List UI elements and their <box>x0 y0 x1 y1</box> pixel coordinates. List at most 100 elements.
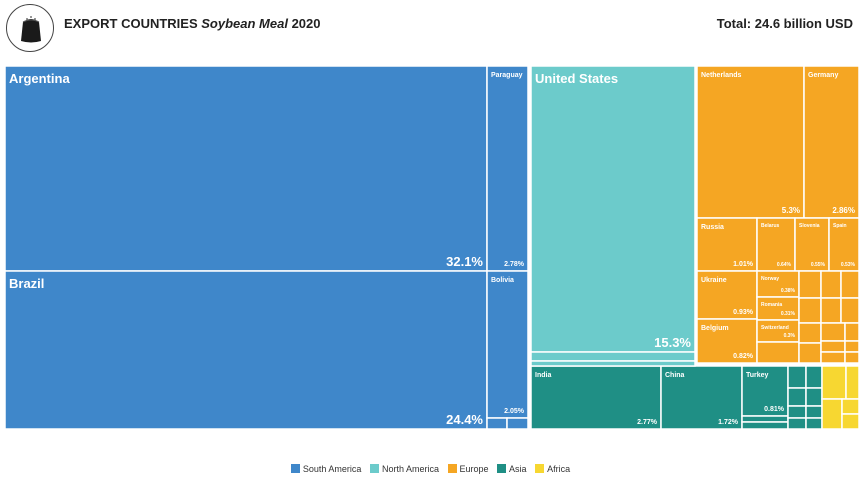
tile-brazil[interactable] <box>4 270 488 430</box>
tile-label-romania: Romania <box>761 302 782 308</box>
tile-small-europe[interactable] <box>798 270 822 299</box>
tile-germany[interactable] <box>803 65 860 219</box>
tile-small-asia[interactable] <box>741 415 789 423</box>
tile-value-slovenia: 0.55% <box>811 262 826 268</box>
title-prefix: EXPORT COUNTRIES <box>64 16 198 31</box>
legend-swatch <box>497 464 507 473</box>
tile-small-europe[interactable] <box>844 322 860 342</box>
legend-swatch <box>290 464 300 473</box>
legend-label: South America <box>302 464 362 474</box>
tile-label-switzerland: Switzerland <box>761 325 789 331</box>
legend-item[interactable]: South America <box>290 464 362 474</box>
legend-label: North America <box>381 464 439 474</box>
tile-small-europe[interactable] <box>798 322 822 344</box>
tile-small-europe[interactable] <box>820 351 846 364</box>
tile-small-europe[interactable] <box>820 322 846 342</box>
tile-label-belarus: Belarus <box>761 223 780 229</box>
tile-value-argentina: 32.1% <box>446 254 483 269</box>
legend-item[interactable]: North America <box>369 464 439 474</box>
tile-small-north-america[interactable] <box>530 360 696 367</box>
tile-value-belarus: 0.64% <box>777 262 792 268</box>
tile-label-norway: Norway <box>761 276 779 282</box>
tile-small-europe[interactable] <box>756 341 800 364</box>
tile-small-europe[interactable] <box>844 340 860 353</box>
chart-title: EXPORT COUNTRIES Soybean Meal 2020 <box>64 16 321 31</box>
tile-slovenia[interactable] <box>794 217 830 272</box>
tile-united-states[interactable] <box>530 65 696 353</box>
tile-belgium[interactable] <box>696 318 758 364</box>
tile-small-asia[interactable] <box>805 405 823 419</box>
tile-small-europe[interactable] <box>798 342 822 364</box>
tile-spain[interactable] <box>828 217 860 272</box>
legend-label: Africa <box>547 464 571 474</box>
tile-label-germany: Germany <box>808 72 838 79</box>
tile-value-ukraine: 0.93% <box>733 309 754 316</box>
tile-small-europe[interactable] <box>844 351 860 364</box>
tile-label-bolivia: Bolivia <box>491 277 514 284</box>
tile-small-europe[interactable] <box>798 297 822 324</box>
tile-label-ukraine: Ukraine <box>701 277 727 284</box>
legend-item[interactable]: Europe <box>447 464 489 474</box>
tile-small-europe[interactable] <box>840 297 860 324</box>
tile-small-south-america[interactable] <box>506 417 529 430</box>
tile-label-netherlands: Netherlands <box>701 72 742 79</box>
tile-label-brazil: Brazil <box>9 276 44 291</box>
tile-small-south-america[interactable] <box>486 417 508 430</box>
tile-value-norway: 0.38% <box>781 288 796 294</box>
tile-label-spain: Spain <box>833 223 847 229</box>
tile-small-asia[interactable] <box>787 417 807 430</box>
tile-small-europe[interactable] <box>840 270 860 299</box>
legend-item[interactable]: Africa <box>535 464 570 474</box>
title-year: 2020 <box>291 16 321 31</box>
tile-small-asia[interactable] <box>741 421 789 430</box>
legend-label: Europe <box>459 464 489 474</box>
legend: South America North America Europe Asia … <box>0 464 861 474</box>
treemap-chart: Argentina 32.1% Brazil 24.4% Paraguay 2.78% Bo… <box>4 65 860 430</box>
tile-value-china: 1.72% <box>718 419 739 426</box>
tile-label-china: China <box>665 372 685 379</box>
tile-small-asia[interactable] <box>805 365 823 389</box>
tile-small-asia[interactable] <box>805 387 823 407</box>
tile-small-africa[interactable] <box>821 398 843 430</box>
legend-swatch <box>535 464 545 473</box>
tile-argentina[interactable] <box>4 65 488 272</box>
tile-small-africa[interactable] <box>841 398 860 415</box>
tile-paraguay[interactable] <box>486 65 529 272</box>
tile-small-africa[interactable] <box>841 413 860 430</box>
tile-small-asia[interactable] <box>787 387 807 407</box>
tile-china[interactable] <box>660 365 743 430</box>
tile-small-africa[interactable] <box>821 365 847 400</box>
tile-value-paraguay: 2.78% <box>504 261 525 268</box>
tile-value-united-states: 15.3% <box>654 335 691 350</box>
tile-value-germany: 2.86% <box>832 206 855 215</box>
tile-bolivia[interactable] <box>486 270 529 419</box>
tile-netherlands[interactable] <box>696 65 805 219</box>
tile-value-brazil: 24.4% <box>446 412 483 427</box>
tile-small-asia[interactable] <box>805 417 823 430</box>
soybean-meal-bag-icon <box>6 4 54 52</box>
tile-value-belgium: 0.82% <box>733 353 754 360</box>
tile-small-europe[interactable] <box>820 340 846 353</box>
tile-small-asia[interactable] <box>787 405 807 419</box>
tile-ukraine[interactable] <box>696 270 758 320</box>
tile-label-argentina: Argentina <box>9 71 70 86</box>
tile-value-turkey: 0.81% <box>764 406 785 413</box>
tile-value-romania: 0.31% <box>781 311 796 317</box>
tile-value-switzerland: 0.3% <box>784 333 796 339</box>
tile-small-asia[interactable] <box>787 365 807 389</box>
tile-small-europe[interactable] <box>820 297 842 324</box>
tile-india[interactable] <box>530 365 662 430</box>
tile-value-india: 2.77% <box>637 419 658 426</box>
tile-label-paraguay: Paraguay <box>491 72 523 79</box>
tile-small-europe[interactable] <box>820 270 842 299</box>
legend-swatch <box>447 464 457 473</box>
legend-label: Asia <box>509 464 527 474</box>
total-value: Total: 24.6 billion USD <box>716 16 853 31</box>
tile-small-north-america[interactable] <box>530 351 696 362</box>
tile-belarus[interactable] <box>756 217 796 272</box>
tile-small-africa[interactable] <box>845 365 860 400</box>
legend-swatch <box>369 464 379 473</box>
legend-item[interactable]: Asia <box>497 464 527 474</box>
tile-turkey[interactable] <box>741 365 789 417</box>
tile-label-slovenia: Slovenia <box>799 223 820 229</box>
